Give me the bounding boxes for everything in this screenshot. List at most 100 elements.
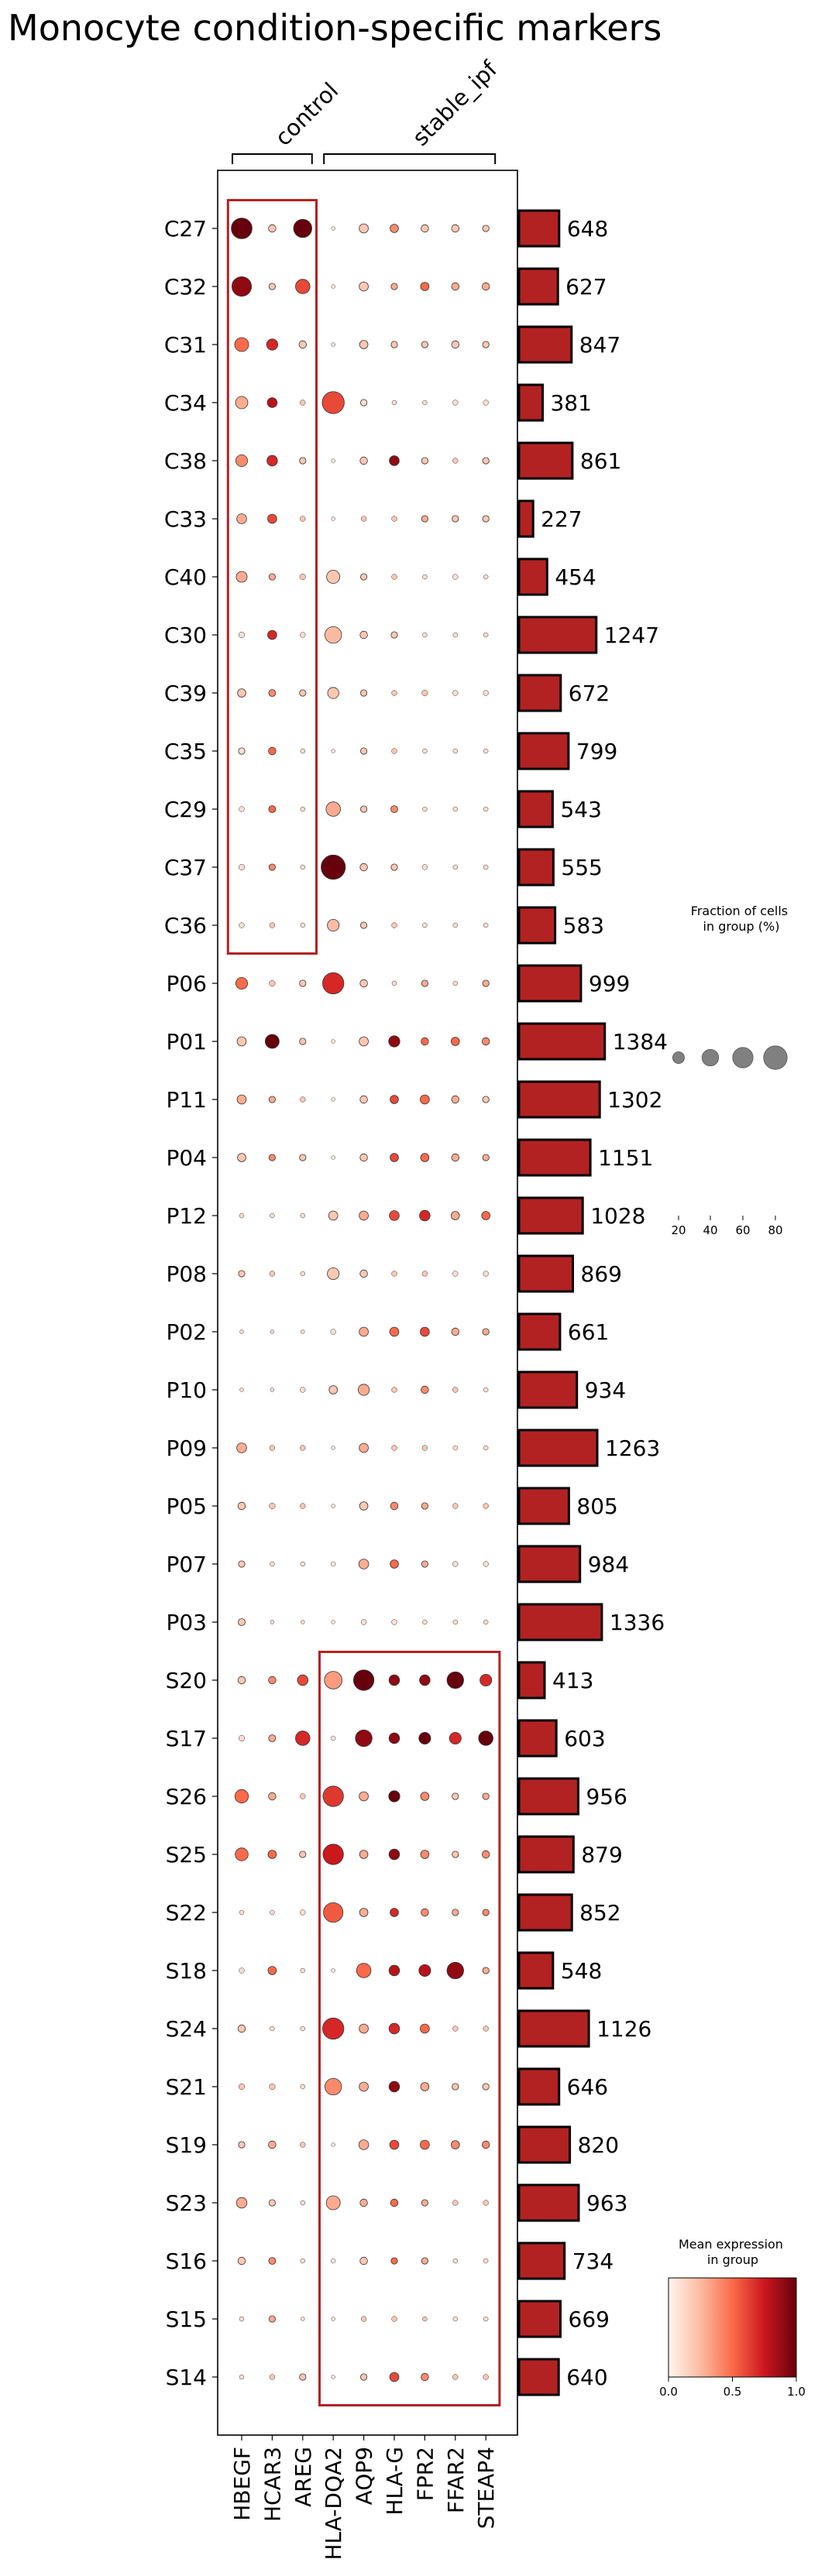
dot-C35-FPR2 bbox=[422, 748, 428, 754]
dot-S23-STEAP4 bbox=[483, 2200, 489, 2206]
colorbar bbox=[668, 2277, 797, 2378]
chart-title: Monocyte condition-specific markers bbox=[8, 7, 662, 49]
row-label-P06: P06 bbox=[166, 971, 207, 996]
dot-P07-HCAR3 bbox=[270, 1561, 275, 1567]
dot-S18-HLA-G bbox=[388, 1964, 400, 1977]
count-label-C34: 381 bbox=[550, 390, 591, 416]
count-bar-C27 bbox=[517, 209, 561, 248]
dot-C40-HBEGF bbox=[235, 571, 248, 583]
dot-S26-AQP9 bbox=[359, 1791, 369, 1802]
dot-P01-AQP9 bbox=[359, 1036, 369, 1047]
dot-S21-FFAR2 bbox=[452, 2083, 459, 2091]
dot-C30-HLA-DQA2 bbox=[325, 626, 342, 644]
dot-C30-AREG bbox=[300, 632, 306, 638]
dot-S16-STEAP4 bbox=[483, 2258, 489, 2264]
dot-S15-HCAR3 bbox=[268, 2315, 276, 2323]
size-legend: Fraction of cells in group (%) 20 40 60 80 bbox=[671, 904, 788, 1237]
count-label-S19: 820 bbox=[578, 2132, 619, 2158]
dot-C37-HLA-DQA2 bbox=[321, 854, 346, 880]
count-label-P05: 805 bbox=[576, 1494, 617, 1519]
size-legend-dot-60 bbox=[732, 1047, 754, 1068]
dot-P07-HLA-G bbox=[390, 1559, 399, 1569]
dot-C36-HLA-G bbox=[391, 922, 397, 928]
dot-C38-STEAP4 bbox=[482, 457, 490, 465]
dot-S17-FPR2 bbox=[418, 1731, 431, 1744]
dot-C37-HCAR3 bbox=[268, 863, 276, 871]
dot-C29-HBEGF bbox=[239, 806, 245, 812]
count-bar-S18 bbox=[517, 1951, 555, 1990]
dot-S20-FFAR2 bbox=[446, 1671, 464, 1689]
dot-P06-AREG bbox=[299, 979, 307, 987]
count-bar-P05 bbox=[517, 1487, 570, 1525]
dot-C27-HLA-G bbox=[390, 224, 399, 233]
dot-S25-HBEGF bbox=[235, 1847, 249, 1861]
dot-P11-FFAR2 bbox=[451, 1095, 460, 1104]
dot-C33-HLA-DQA2 bbox=[331, 516, 335, 521]
dot-S15-HBEGF bbox=[239, 2316, 245, 2322]
count-label-P03: 1336 bbox=[610, 1610, 665, 1635]
dot-P02-AQP9 bbox=[359, 1326, 369, 1337]
group-bracket-control bbox=[232, 153, 313, 164]
dot-S20-FPR2 bbox=[419, 1674, 431, 1686]
color-legend-title-line1: Mean expression bbox=[679, 2237, 783, 2252]
dot-C39-AQP9 bbox=[360, 689, 368, 697]
size-legend-label-20: 20 bbox=[671, 1223, 686, 1237]
dot-S16-AREG bbox=[300, 2258, 305, 2264]
dot-S16-HLA-G bbox=[390, 2257, 398, 2265]
color-legend: Mean expression in group 0.0 0.5 1.0 bbox=[659, 2237, 806, 2399]
dot-P06-FFAR2 bbox=[452, 980, 458, 986]
dot-S15-FPR2 bbox=[422, 2316, 428, 2322]
dot-S22-FFAR2 bbox=[452, 1909, 459, 1916]
dot-S19-STEAP4 bbox=[481, 2140, 490, 2149]
dot-S21-AREG bbox=[300, 2084, 305, 2090]
row-label-C33: C33 bbox=[164, 506, 207, 532]
col-label-HCAR3: HCAR3 bbox=[259, 2447, 285, 2522]
dot-C30-AQP9 bbox=[359, 630, 368, 640]
col-label-AREG: AREG bbox=[290, 2447, 316, 2507]
cell-count-bars: 648 627 847 381 861 227 454 1247 672 799 543 555 583… bbox=[517, 209, 668, 2396]
count-label-P12: 1028 bbox=[590, 1203, 645, 1229]
dot-P02-STEAP4 bbox=[482, 1328, 490, 1336]
dot-P11-HCAR3 bbox=[268, 1096, 276, 1103]
count-label-C31: 847 bbox=[579, 332, 620, 358]
dot-S24-AQP9 bbox=[359, 2023, 369, 2034]
dot-P11-AREG bbox=[300, 1096, 306, 1103]
dot-S18-STEAP4 bbox=[482, 1967, 490, 1974]
dot-S14-HBEGF bbox=[239, 2374, 245, 2380]
dot-P05-FPR2 bbox=[421, 1502, 428, 1510]
dot-C34-HCAR3 bbox=[266, 397, 278, 408]
dot-C27-FFAR2 bbox=[451, 224, 460, 233]
dot-S25-HLA-G bbox=[388, 1848, 400, 1861]
count-bar-P11 bbox=[517, 1080, 601, 1119]
dot-S15-AQP9 bbox=[360, 2316, 367, 2322]
dot-C33-AQP9 bbox=[360, 516, 367, 522]
dot-S15-STEAP4 bbox=[483, 2316, 489, 2322]
count-bar-S14 bbox=[517, 2358, 560, 2396]
dot-S19-HCAR3 bbox=[268, 2140, 277, 2149]
dot-P11-HLA-G bbox=[390, 1095, 399, 1104]
dot-C40-HLA-G bbox=[391, 574, 397, 580]
size-legend-dot-40 bbox=[701, 1048, 720, 1067]
count-label-S22: 852 bbox=[579, 1900, 620, 1926]
dot-S22-AQP9 bbox=[359, 1908, 369, 1917]
dot-S16-HBEGF bbox=[237, 2256, 246, 2266]
dot-S23-AREG bbox=[300, 2200, 305, 2206]
dot-S16-AQP9 bbox=[359, 2256, 368, 2266]
count-bar-P12 bbox=[517, 1196, 584, 1235]
dot-C30-HLA-G bbox=[390, 631, 398, 639]
dot-C27-AQP9 bbox=[359, 223, 369, 234]
dot-S15-AREG bbox=[301, 2317, 305, 2321]
dot-P10-HLA-G bbox=[391, 1387, 397, 1393]
dot-S17-AQP9 bbox=[355, 1729, 373, 1748]
group-labels: C27 C32 C31 C34 C38 C33 C40 C30 C39 C35 C29 C37 C36 P… bbox=[164, 216, 218, 2390]
count-bar-S20 bbox=[517, 1661, 546, 1700]
count-bar-S24 bbox=[517, 2009, 590, 2048]
row-label-S19: S19 bbox=[166, 2132, 207, 2158]
count-label-C36: 583 bbox=[563, 913, 604, 938]
dot-S14-HLA-G bbox=[389, 2372, 400, 2382]
dot-S21-HCAR3 bbox=[269, 2083, 276, 2091]
dot-P11-STEAP4 bbox=[482, 1096, 490, 1103]
dot-S23-HCAR3 bbox=[268, 2199, 276, 2207]
dot-marks bbox=[231, 218, 493, 2382]
dot-C40-FFAR2 bbox=[452, 574, 459, 580]
